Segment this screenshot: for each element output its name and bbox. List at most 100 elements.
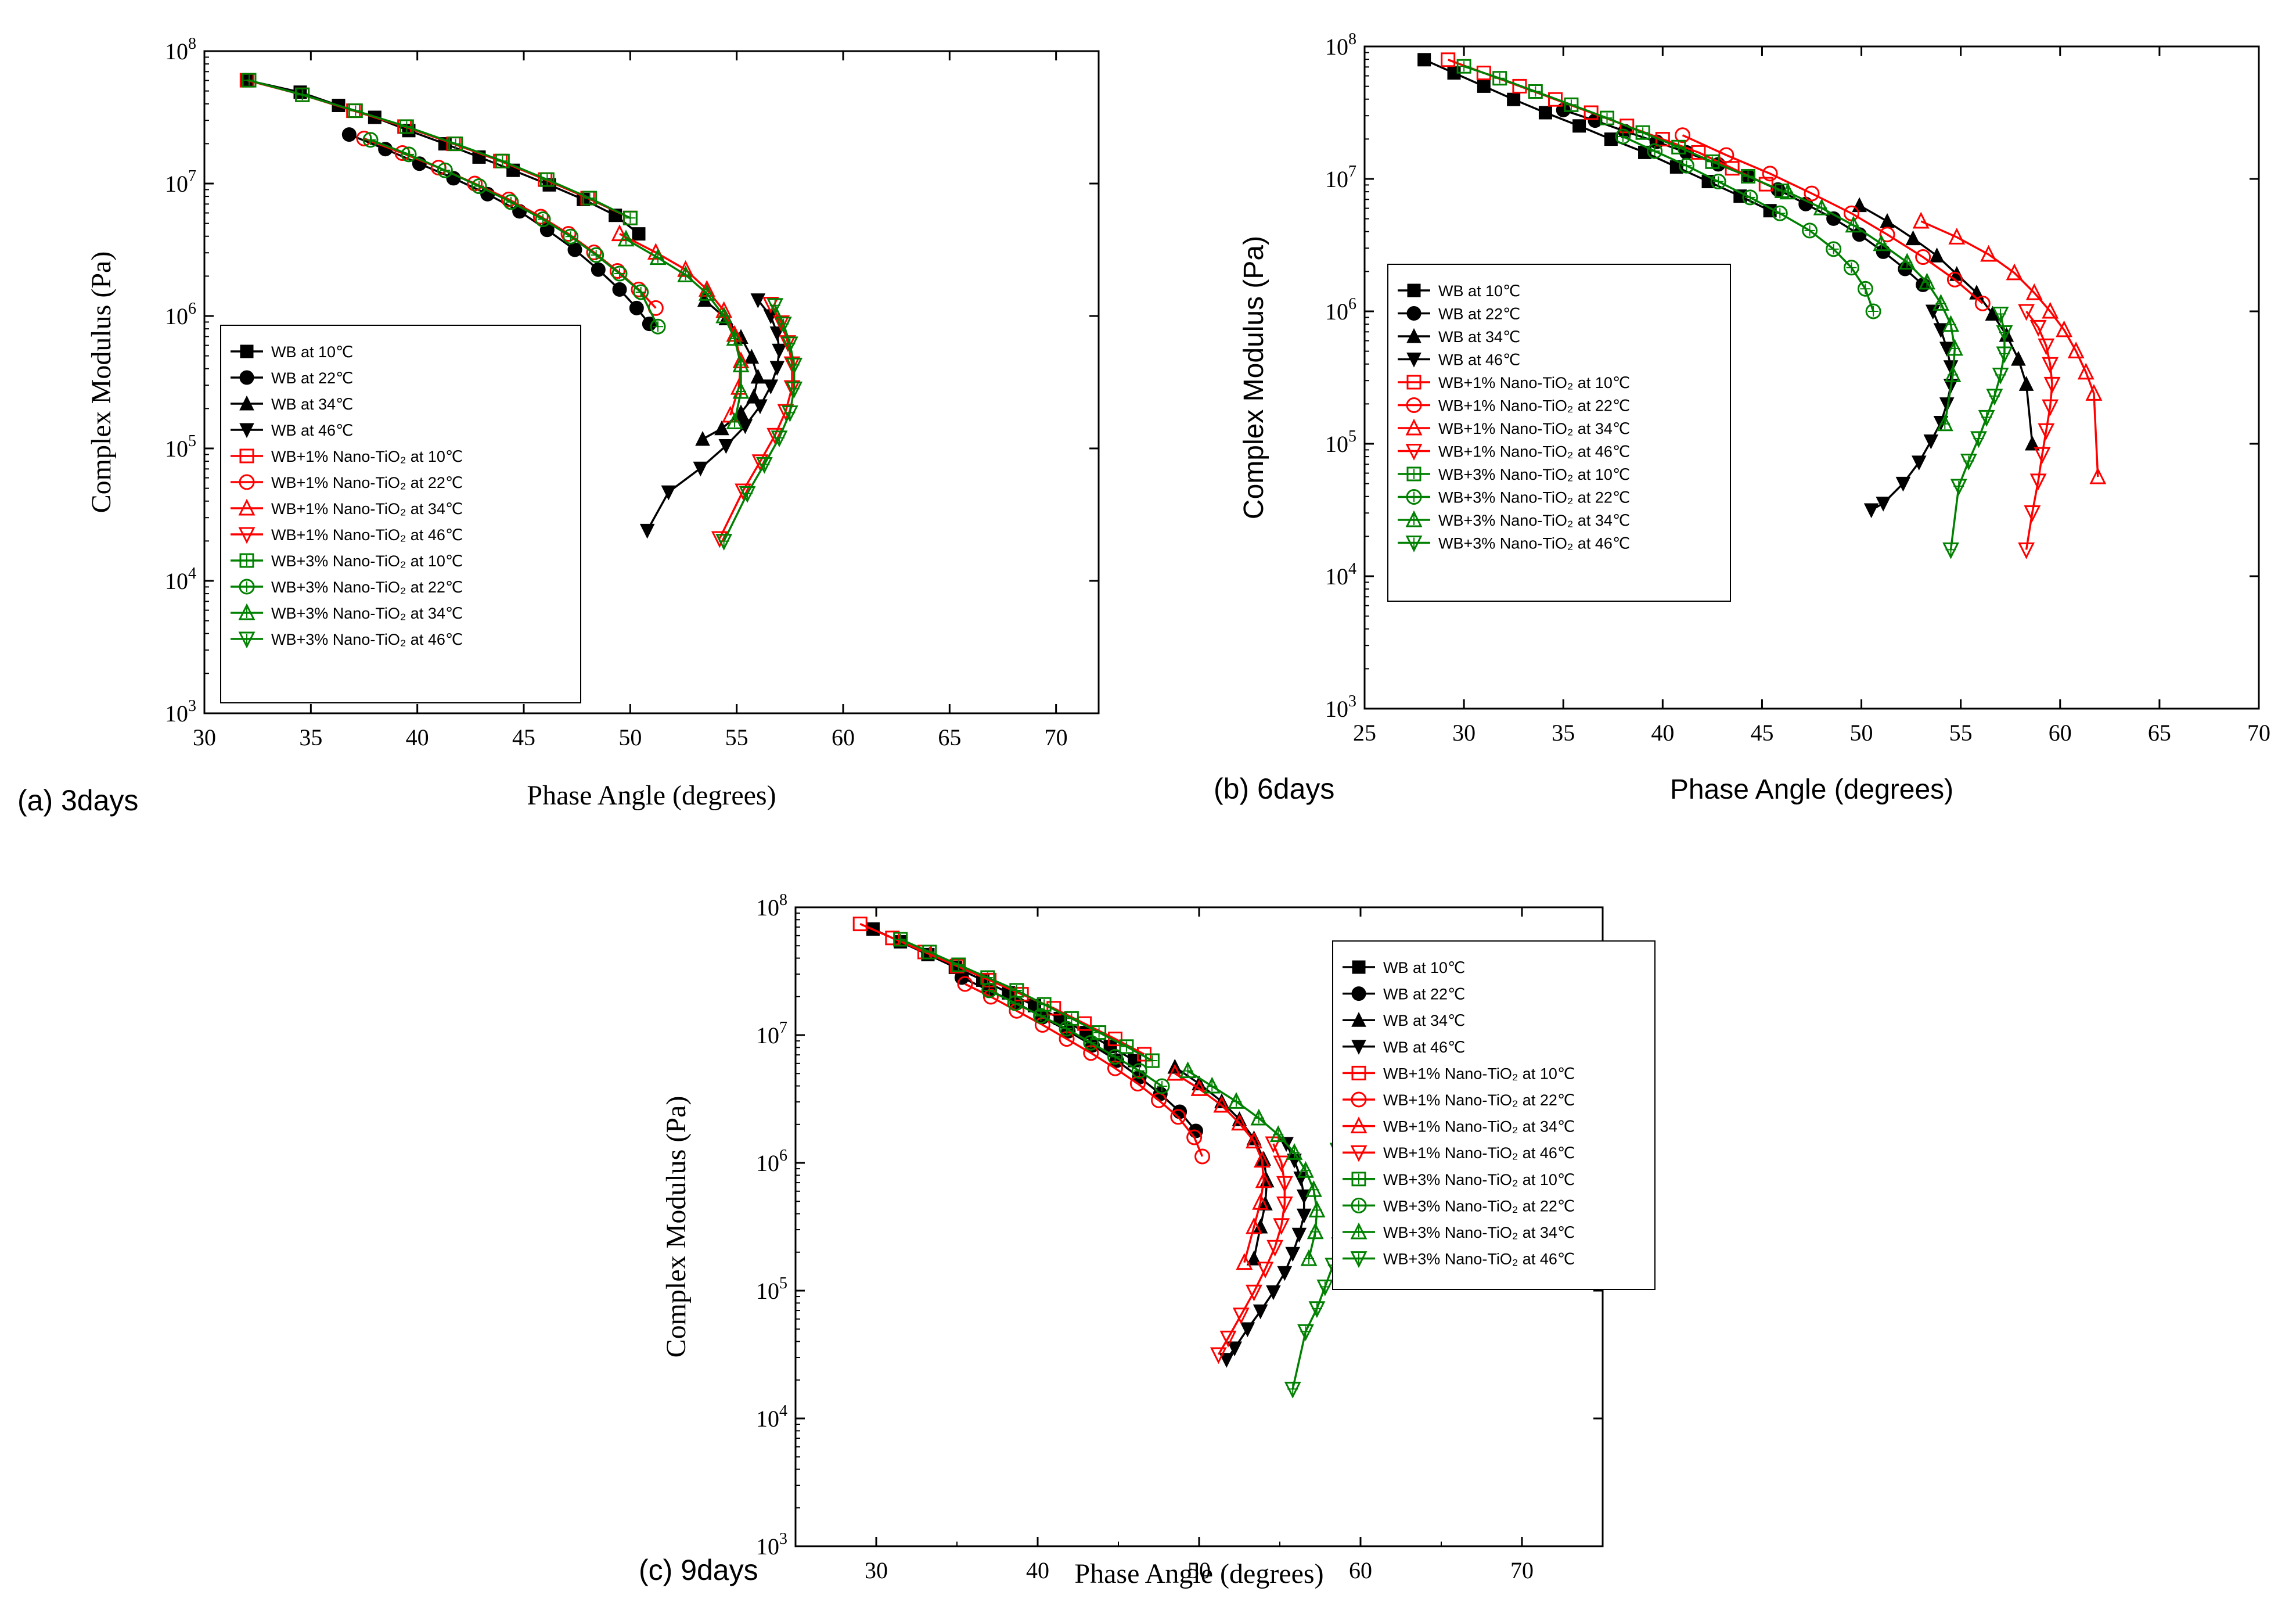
series-WB_10 (1417, 53, 1777, 218)
data-point (1548, 92, 1563, 107)
data-point-cross (1319, 1281, 1330, 1292)
panel-caption: (b) 6days (1214, 773, 1334, 805)
data-point-cross (953, 960, 964, 970)
data-point (1119, 1039, 1134, 1054)
data-point-cross (982, 972, 993, 983)
series-WB_10 (240, 73, 646, 241)
series-line (988, 989, 1163, 1087)
legend-label: WB at 10℃ (1383, 959, 1465, 976)
legend-marker (1406, 353, 1421, 368)
data-point-cross (1253, 1113, 1264, 1123)
legend-marker (239, 395, 254, 411)
data-point (661, 485, 676, 501)
chart-panel-a: 30 35 40 45 50 55 60 65 70 103 104 105 106 107 108 Phas… (17, 35, 1100, 817)
data-point-cross (1230, 1096, 1241, 1107)
legend-label: WB+3% Nano-TiO₂ at 34℃ (1383, 1224, 1575, 1241)
data-point-cross (1963, 455, 1974, 466)
data-point (718, 439, 734, 454)
data-point-cross (1649, 146, 1660, 157)
data-point (2029, 319, 2047, 337)
data-point-cross (789, 360, 800, 371)
data-point-cross (1602, 113, 1613, 124)
data-point (957, 976, 973, 992)
legend-label: WB+3% Nano-TiO₂ at 10℃ (271, 552, 463, 570)
x-tick-label: 50 (1850, 720, 1873, 746)
series-line (246, 79, 640, 235)
series-WB_46 (639, 293, 787, 539)
data-point (1296, 1208, 1312, 1224)
data-point-cross (584, 193, 595, 204)
data-point (1170, 1109, 1186, 1125)
data-point (629, 300, 644, 315)
data-point-cross (984, 985, 995, 996)
data-point (1635, 125, 1650, 140)
series-line (718, 303, 793, 539)
data-point (1219, 1330, 1237, 1348)
series-T1_46 (2018, 304, 2061, 559)
x-axis-title: Phase Angle (degrees) (527, 780, 776, 811)
legend-label: WB at 10℃ (1438, 282, 1520, 300)
data-point (1857, 281, 1873, 297)
data-point-cross (1945, 544, 1956, 555)
legend-label: WB+1% Nano-TiO₂ at 10℃ (1383, 1065, 1575, 1082)
legend-marker (1351, 1197, 1367, 1213)
data-point-cross (1010, 998, 1021, 1008)
data-point (501, 191, 517, 207)
data-point (753, 399, 768, 415)
data-point (1107, 1048, 1123, 1065)
data-point (1477, 79, 1491, 93)
data-point (2018, 542, 2035, 559)
series-T3_10 (242, 73, 638, 225)
data-point-cross (401, 121, 412, 132)
y-tick-label: 107 (1325, 163, 1356, 192)
data-point-cross (1638, 127, 1649, 138)
legend-label: WB at 22℃ (1383, 986, 1465, 1003)
data-point-cross (769, 300, 780, 311)
data-point-cross (621, 234, 631, 245)
data-point (1762, 166, 1778, 182)
data-point (1912, 211, 1930, 229)
data-point (1948, 227, 1966, 245)
data-point (437, 162, 453, 178)
data-point-cross (440, 165, 451, 176)
data-point (2056, 320, 2073, 337)
data-point (1179, 1061, 1196, 1079)
data-point-cross (1973, 433, 1984, 444)
data-point-cross (1995, 308, 2006, 319)
data-point (1879, 227, 1895, 243)
data-point (567, 242, 582, 257)
data-point (1107, 1032, 1122, 1047)
data-point-cross (1300, 1326, 1311, 1337)
data-point (1671, 139, 1686, 155)
data-point-cross (1311, 1303, 1322, 1314)
series-WB_46 (1219, 1137, 1312, 1368)
data-point (763, 379, 779, 394)
data-point (639, 523, 655, 539)
legend-label: WB at 34℃ (1383, 1012, 1465, 1029)
legend-label: WB+3% Nano-TiO₂ at 22℃ (1438, 489, 1630, 507)
data-point (495, 153, 510, 168)
data-point (1236, 1253, 1253, 1270)
data-point-cross (1939, 418, 1950, 429)
legend-marker (239, 474, 255, 490)
legend-label: WB+3% Nano-TiO₂ at 46℃ (1438, 535, 1630, 552)
data-point-cross (1035, 1011, 1046, 1021)
x-tick-label: 50 (1187, 1557, 1211, 1583)
data-point (1980, 245, 1998, 262)
legend-marker (1407, 283, 1421, 297)
legend-label: WB at 46℃ (1438, 351, 1520, 369)
data-point (1740, 168, 1755, 184)
legend-marker-cross (242, 555, 252, 566)
data-point-cross (1085, 1037, 1096, 1048)
data-point (2018, 304, 2035, 321)
legend: WB at 10℃ WB at 22℃ WB at 34℃ WB at 46℃ WB+1… (220, 325, 581, 703)
data-point (1876, 497, 1891, 512)
data-point (1905, 230, 1921, 246)
data-point-cross (784, 338, 796, 349)
legend-label: WB at 10℃ (271, 343, 353, 361)
data-point (2043, 376, 2061, 394)
legend-marker-cross (1354, 1253, 1364, 1264)
data-point (772, 343, 787, 359)
data-point-cross (789, 383, 800, 394)
legend-label: WB at 34℃ (1438, 328, 1520, 346)
